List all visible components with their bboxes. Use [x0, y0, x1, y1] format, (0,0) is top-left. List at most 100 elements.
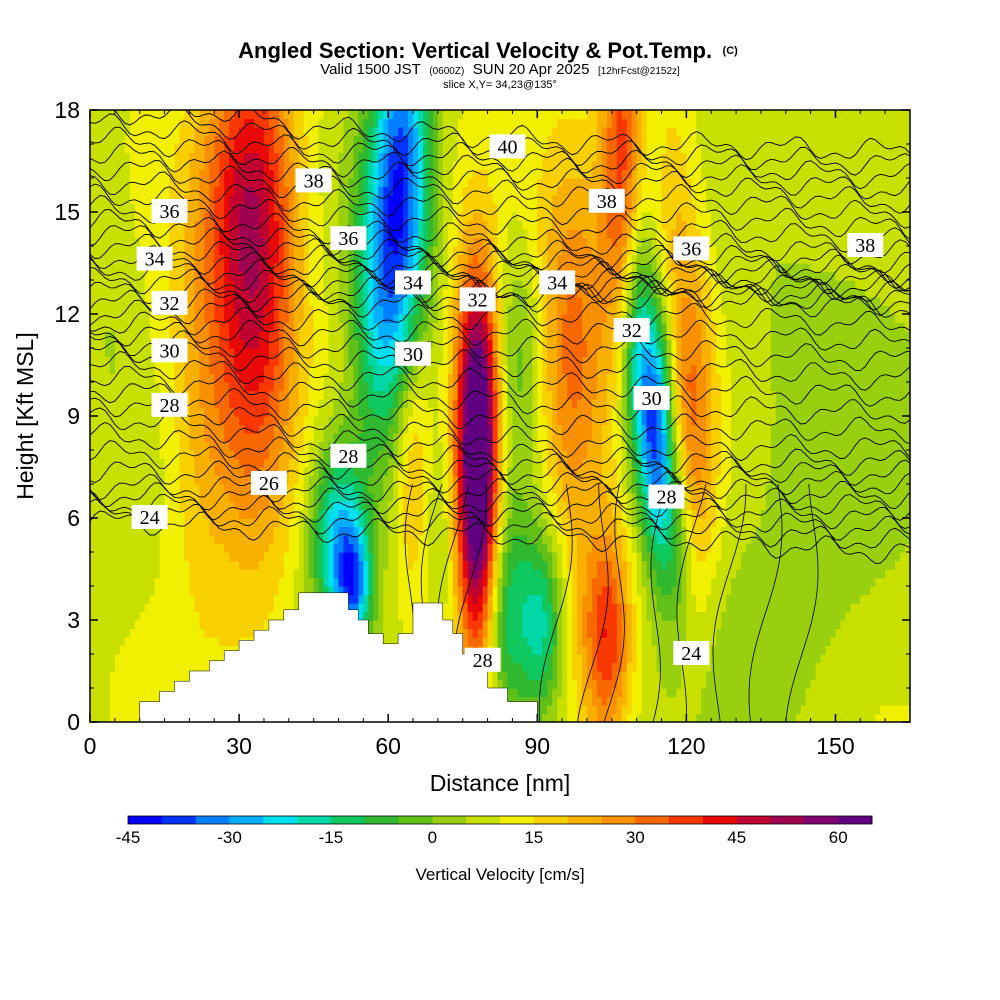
field-cell [378, 467, 384, 477]
field-cell [144, 492, 151, 502]
field-cell [900, 475, 906, 485]
field-cell [124, 713, 131, 722]
field-cell [333, 492, 340, 502]
field-cell [224, 492, 230, 502]
field-cell [736, 526, 742, 536]
field-cell [775, 475, 782, 485]
field-cell [497, 560, 504, 570]
field-cell [348, 543, 354, 553]
field-cell [94, 645, 101, 655]
field-cell [109, 671, 116, 681]
field-cell [134, 492, 141, 502]
field-cell [716, 535, 722, 545]
field-cell [244, 577, 250, 587]
field-cell [552, 679, 558, 689]
field-cell [348, 509, 354, 519]
field-cell [825, 518, 832, 528]
field-cell [731, 705, 737, 715]
field-cell [403, 484, 409, 494]
field-cell [273, 526, 280, 536]
field-cell [219, 603, 225, 613]
field-cell [119, 484, 126, 494]
field-cell [348, 475, 354, 485]
field-cell [273, 577, 280, 587]
field-cell [90, 475, 96, 485]
field-cell [601, 501, 608, 511]
field-cell [298, 543, 305, 553]
field-cell [562, 671, 568, 681]
field-cell [408, 501, 414, 511]
field-cell [850, 603, 856, 613]
field-cell [224, 637, 230, 647]
field-cell [850, 569, 856, 579]
field-cell [885, 475, 891, 485]
field-cell [363, 586, 369, 596]
field-cell [219, 526, 225, 536]
field-cell [611, 501, 618, 511]
field-cell [596, 628, 603, 638]
field-cell [353, 594, 359, 604]
field-cell [244, 603, 250, 613]
field-cell [343, 560, 350, 570]
field-cell [895, 679, 901, 689]
field-cell [557, 611, 563, 621]
field-cell [865, 654, 871, 664]
field-cell [736, 569, 742, 579]
field-cell [154, 679, 161, 689]
field-cell [164, 645, 171, 655]
field-cell [239, 611, 245, 621]
field-cell [154, 637, 161, 647]
field-cell [234, 501, 240, 511]
field-cell [527, 492, 533, 502]
field-cell [383, 518, 389, 528]
field-cell [795, 577, 802, 587]
field-cell [547, 662, 553, 672]
field-cell [686, 569, 692, 579]
field-cell [169, 620, 176, 630]
field-cell [502, 560, 509, 570]
field-cell [562, 611, 568, 621]
field-cell [636, 501, 643, 511]
field-cell [99, 713, 106, 722]
field-cell [308, 560, 315, 570]
field-cell [746, 569, 752, 579]
field-cell [750, 501, 757, 511]
field-cell [522, 518, 528, 528]
field-cell [547, 705, 553, 715]
field-cell [760, 552, 767, 562]
field-cell [785, 552, 792, 562]
field-cell [765, 501, 772, 511]
field-cell [184, 594, 190, 604]
field-cell [765, 637, 772, 647]
field-cell [626, 679, 633, 689]
field-cell [532, 696, 538, 706]
field-cell [427, 467, 434, 477]
field-cell [229, 645, 235, 655]
field-cell [164, 654, 171, 664]
field-cell [706, 662, 712, 672]
field-cell [830, 645, 837, 655]
field-cell [636, 543, 643, 553]
field-cell [338, 526, 345, 536]
field-cell [850, 671, 856, 681]
field-cell [437, 586, 444, 596]
field-cell [209, 594, 215, 604]
field-cell [249, 552, 255, 562]
field-cell [214, 509, 220, 519]
field-cell [517, 594, 523, 604]
field-cell [671, 662, 678, 672]
field-cell [875, 705, 881, 715]
field-cell [437, 518, 444, 528]
field-cell [661, 628, 668, 638]
field-cell [189, 543, 195, 553]
field-cell [527, 577, 533, 587]
field-cell [572, 526, 578, 536]
field-cell [234, 484, 240, 494]
field-cell [139, 662, 146, 672]
field-cell [214, 577, 220, 587]
field-cell [870, 713, 876, 722]
field-cell [686, 501, 692, 511]
field-cell [134, 603, 141, 613]
field-cell [124, 501, 131, 511]
field-cell [805, 696, 812, 706]
